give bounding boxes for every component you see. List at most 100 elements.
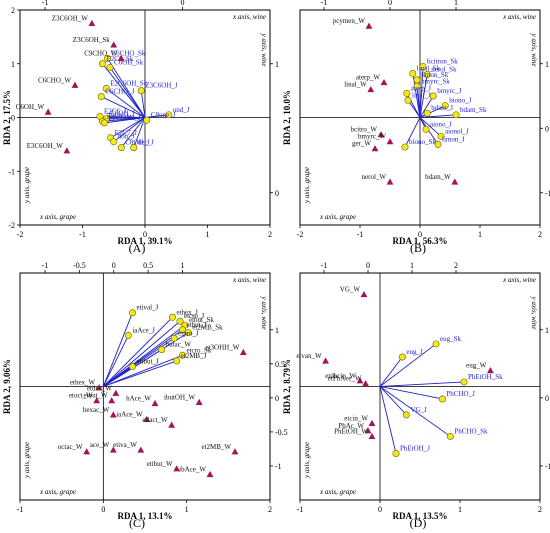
grape-point [452,111,460,119]
grape-point [423,109,431,117]
loading-vector [102,63,146,118]
x-axis-title: RDA 1, 13.5% [392,511,447,521]
grape-point [401,143,409,151]
corner-label-y-wine: y axis, wine [260,33,268,67]
grape-point [429,92,437,100]
point-label: etPhAce_W [328,375,362,383]
point-label: E2C6_J [104,107,126,115]
loading-vector [140,90,146,118]
point-label: hAce_W [126,395,151,403]
point-label: aterp_W [356,74,380,82]
grape-point [460,378,468,386]
panel-label: (B) [410,241,426,255]
corner-label-y-wine: y axis, wine [260,296,268,330]
wine-point [239,348,247,356]
panel-a: -2 -1 0 1 2 -1 0 1 0 2 1 0 -1 -2 x axis, wine x axis, g… [2,0,279,255]
bottom-tick-label: 0 [378,505,382,514]
top-tick-label: 2 [454,261,458,270]
wine-point [356,377,364,384]
point-label: bmyrc_J [437,87,461,95]
point-label: PhAc_W [338,422,364,430]
grape-point [179,351,187,359]
point-label: nerol_W [362,173,387,181]
point-label: C6OH_W [16,103,45,111]
wine-point [365,22,373,29]
corner-label-x-grape: x axis, grape [39,488,76,496]
point-label: bcitron_Sk [427,57,458,65]
point-label: aionol_J [445,127,469,135]
loading-vector [379,386,397,454]
point-label: PhEtOH_Sk [468,373,503,381]
point-label: aterp_J [411,84,431,92]
corner-label-y-wine: y axis, wine [530,296,538,330]
wine-point [117,54,125,61]
grape-point [102,84,110,92]
wine-point [195,398,203,405]
loading-vector [419,95,434,118]
loading-vector [113,117,146,143]
point-label: C6CHO_W [38,76,71,84]
point-label: C8OH_J [125,139,150,147]
bottom-tick-label: 0 [418,230,422,239]
loading-vector [103,320,181,387]
point-label: ethex_J [177,308,199,316]
point-label: E2C6OH_Sk [110,79,147,87]
corner-label-y-grape: y axis, grape [303,167,311,204]
corner-label-x-wine: x axis, wine [232,276,266,284]
wine-point [63,147,71,154]
grape-point [110,138,118,146]
wine-point [380,78,388,86]
grape-point [97,93,105,101]
loading-vector [133,117,146,148]
top-tick-label: -1 [321,0,328,7]
grape-point [422,125,430,133]
point-label: E2C6OH_J [108,114,141,122]
point-label: linal_Sk [417,64,441,72]
top-tick-label: -1 [42,0,49,7]
bottom-tick-label: 0 [101,505,105,514]
top-tick-label: -1 [321,261,328,270]
point-label: linal_J [412,91,431,99]
left-tick-label: 1 [11,60,15,69]
bottom-tick-label: 2 [538,505,542,514]
top-tick-label: 0 [366,261,370,270]
bottom-tick-label: 2 [268,230,272,239]
point-label: etcro_Sk [187,346,212,354]
corner-label-x-grape: x axis, grape [319,213,356,221]
wine-point [386,178,394,185]
point-label: etoct_W [69,392,93,400]
point-label: und_J [173,106,190,114]
point-label: bdam_W [425,173,451,181]
top-tick-label: 0.5 [143,261,153,270]
loading-vector [104,117,146,124]
point-label: bmyrc_Sk [421,77,450,85]
wine-point [364,427,372,434]
point-label: Z3C6OH_J [145,82,178,90]
point-label: C6OH_J [110,110,135,118]
right-tick-label: -1 [545,189,550,198]
right-tick-label: -1 [275,462,282,471]
left-tick-label: 0 [11,114,15,123]
left-tick-label: -2 [8,221,15,230]
grape-point [158,346,166,354]
grape-point [130,144,138,152]
grape-point [409,69,417,77]
grape-point [165,111,173,119]
loading-vector [379,386,407,416]
right-tick-label: 1 [545,60,549,69]
loading-vector [103,316,173,387]
wine-point [109,446,117,453]
bottom-tick-label: -2 [297,230,304,239]
point-label: bdam_Sk [460,106,487,114]
grape-point [441,102,449,110]
wine-point [83,448,91,455]
point-label: hexac_W [83,406,110,414]
left-tick-label: 2 [11,6,15,15]
top-tick-label: 0 [388,0,392,7]
point-label: eug_W [466,362,487,370]
loading-vector [102,335,129,387]
panel-label: (D) [410,516,427,530]
point-label: limon_Sk [421,71,449,79]
point-label: PhCHO_J [446,390,475,398]
